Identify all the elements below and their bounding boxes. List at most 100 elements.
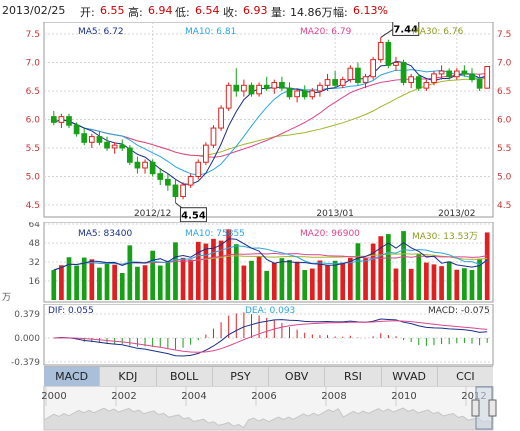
volume-bar-down	[233, 244, 239, 300]
volume-bar-down	[469, 270, 475, 300]
volume-bar-up	[370, 243, 376, 300]
tab-kdj[interactable]: KDJ	[100, 367, 157, 386]
volume-chart[interactable]: 64 48 32 16 万	[0, 222, 520, 304]
timeline-handle-right[interactable]	[488, 399, 497, 417]
volume-bar-up	[347, 257, 353, 300]
macd-y-tick: 0.379	[14, 310, 40, 320]
candle-up	[347, 67, 354, 81]
candle-up	[377, 42, 384, 61]
candle-up	[142, 161, 148, 169]
candle-up	[317, 84, 323, 92]
macd-chart[interactable]: 0.379 0.000 -0.379	[0, 304, 520, 366]
volume-bar-up	[226, 229, 232, 300]
price-y-tick-left: 6.5	[26, 87, 40, 97]
volume-bar-down	[119, 272, 125, 300]
timeline-year-label: 2006	[251, 391, 276, 402]
high-marker-label: 7.44	[393, 24, 418, 35]
volume-bar-down	[173, 242, 178, 300]
volume-bar-up	[325, 265, 330, 300]
volume-bar-down	[401, 231, 406, 300]
candle-down	[415, 76, 422, 89]
volume-bar-down	[104, 262, 110, 300]
volume-bar-up	[393, 268, 399, 300]
candle-down	[233, 84, 240, 92]
volume-bar-down	[462, 268, 467, 300]
volume-bar-down	[135, 266, 140, 300]
ma30-legend: MA30: 6.76	[412, 27, 464, 37]
candle-up	[484, 65, 491, 89]
ma5-line	[53, 60, 488, 186]
volume-bar-down	[332, 260, 338, 300]
candle-down	[279, 81, 285, 89]
candle-up	[453, 70, 460, 78]
volume-value: 14.86万	[290, 6, 333, 19]
volume-bar-up	[241, 265, 247, 300]
timeline-navigator[interactable]: 2000 2002 2004 2006 2008 2010 2012	[0, 386, 520, 431]
price-y-tick-right: 4.5	[497, 201, 511, 211]
tab-wvad[interactable]: WVAD	[382, 367, 438, 386]
volume-bar-down	[157, 265, 163, 300]
candle-up	[294, 90, 300, 98]
candle-down	[469, 73, 475, 81]
volume-bar-up	[188, 259, 194, 300]
volume-bar-down	[81, 257, 87, 300]
price-chart[interactable]: 7.5 7.57.0 7.06.5 6.56.0 6.05.5 5.55.0 5.04.5 4…	[0, 22, 520, 222]
candle-down	[263, 84, 270, 89]
candle-down	[461, 70, 468, 75]
volume-bar-down	[264, 270, 270, 300]
open-label: 开:	[80, 6, 95, 19]
ma10-legend: MA10: 6.81	[185, 27, 237, 37]
volume-bar-down	[74, 265, 79, 300]
close-label: 收:	[223, 6, 238, 19]
volume-bar-down	[416, 254, 422, 300]
candle-up	[256, 84, 262, 95]
candle-up	[195, 161, 202, 177]
price-x-label: 2012/12	[134, 209, 171, 219]
volume-bar-down	[446, 261, 452, 300]
tab-psy[interactable]: PSY	[213, 367, 269, 386]
candle-down	[104, 141, 110, 149]
candle-up	[203, 144, 209, 163]
candle-down	[73, 124, 80, 135]
candle-down	[385, 42, 392, 66]
price-x-label: 2013/01	[316, 209, 353, 219]
volume-bar-up	[363, 258, 368, 300]
timeline-year-label: 2002	[111, 391, 136, 402]
price-y-tick-right: 7.0	[497, 59, 512, 69]
volume-bar-up	[203, 243, 209, 300]
volume-bar-up	[256, 256, 262, 300]
candle-down	[355, 67, 361, 83]
volume-ma5-line	[53, 238, 488, 271]
candle-up	[180, 184, 186, 197]
timeline-handle-left[interactable]	[471, 399, 480, 417]
close-value: 6.93	[243, 4, 268, 17]
candle-up	[408, 76, 415, 83]
timeline-year-label: 2000	[41, 391, 66, 402]
volume-bar-up	[195, 241, 201, 300]
tab-obv[interactable]: OBV	[269, 367, 326, 386]
high-marker-box	[392, 22, 420, 36]
candle-down	[96, 136, 103, 143]
candle-up	[438, 70, 445, 75]
candle-down	[50, 116, 57, 123]
tab-macd[interactable]: MACD	[44, 367, 101, 386]
candle-down	[157, 173, 164, 180]
candle-down	[301, 90, 308, 98]
tab-rsi[interactable]: RSI	[325, 367, 382, 386]
low-marker-label: 4.54	[181, 211, 206, 222]
candle-up	[225, 84, 232, 109]
volume-bar-up	[484, 232, 490, 300]
candle-up	[339, 79, 346, 86]
volume-bar-down	[385, 234, 391, 300]
candle-down	[286, 87, 293, 98]
price-y-tick-left: 7.5	[26, 30, 40, 40]
candle-up	[309, 90, 316, 98]
ma20-legend: MA20: 6.79	[300, 27, 352, 37]
volume-bar-up	[408, 268, 414, 300]
volume-y-tick: 32	[29, 258, 40, 268]
candle-up	[362, 76, 369, 83]
candle-up	[210, 127, 217, 146]
tab-cci[interactable]: CCI	[456, 370, 475, 383]
tab-boll[interactable]: BOLL	[157, 367, 213, 386]
ma20-line	[53, 72, 488, 158]
